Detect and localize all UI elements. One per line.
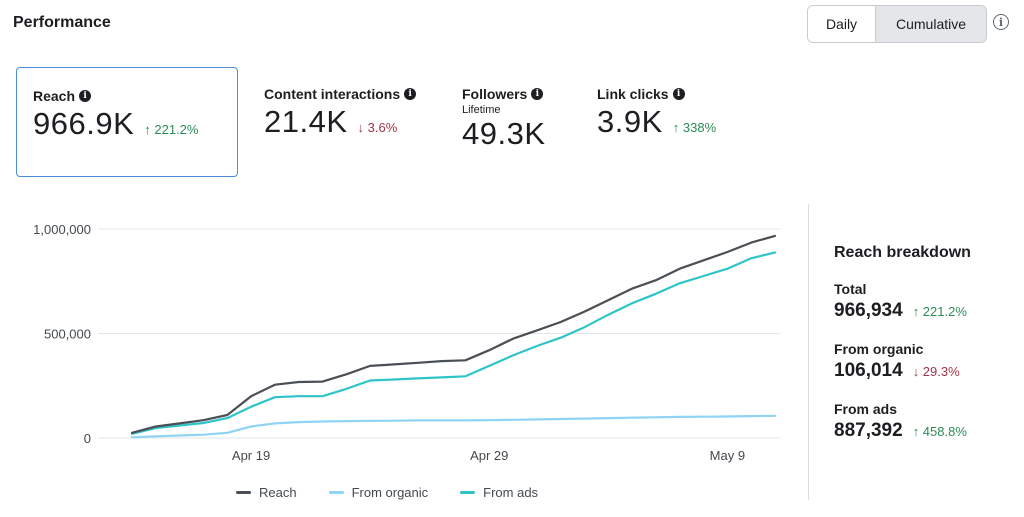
legend-item-from-ads[interactable]: From ads [460, 485, 538, 500]
breakdown-delta: ↓ 29.3% [912, 364, 960, 379]
series-line-reach [130, 234, 777, 434]
metric-sublabel: Lifetime [462, 104, 501, 116]
reach-line-chart: 1,000,000 500,000 0 Apr 19 Apr 29 May 9 [0, 200, 800, 517]
daily-cumulative-toggle: Daily Cumulative [807, 5, 987, 43]
legend-item-from-organic[interactable]: From organic [328, 485, 429, 500]
metric-label: Reach [33, 88, 76, 104]
metric-value: 966.9K [33, 106, 135, 141]
legend-label: From organic [351, 485, 429, 500]
metric-card-reach[interactable]: Reach i 966.9K ↑ 221.2% [16, 67, 238, 177]
page-title: Performance [13, 14, 111, 31]
metric-label: Followers [462, 86, 528, 102]
x-tick-label: May 9 [710, 448, 745, 463]
legend-item-reach[interactable]: Reach [236, 485, 297, 500]
breakdown-delta: ↑ 458.8% [912, 424, 967, 439]
legend-swatch [328, 491, 344, 494]
metric-delta: ↑ 338% [672, 120, 717, 135]
legend-label: From ads [483, 485, 539, 500]
series-line-from-ads [130, 251, 777, 435]
reach-breakdown-panel: Reach breakdown Total 966,934 ↑ 221.2% F… [834, 244, 1019, 442]
metric-value: 21.4K [264, 104, 348, 139]
y-tick-label: 500,000 [44, 327, 91, 342]
info-icon[interactable]: i [79, 90, 92, 102]
chart-legend: Reach From organic From ads [236, 485, 538, 500]
metric-value: 3.9K [597, 104, 663, 139]
metric-delta: ↑ 221.2% [144, 122, 199, 137]
metric-value: 49.3K [462, 116, 546, 151]
x-tick-label: Apr 19 [232, 448, 270, 463]
metric-label: Content interactions [264, 86, 401, 102]
metric-card-link-clicks[interactable]: Link clicks i 3.9K ↑ 338% [597, 86, 716, 140]
y-tick-label: 0 [84, 431, 91, 446]
chart-svg: 1,000,000 500,000 0 Apr 19 Apr 29 May 9 [33, 222, 780, 463]
info-icon[interactable]: i [993, 14, 1009, 30]
legend-swatch [236, 491, 251, 494]
legend-label: Reach [259, 485, 297, 500]
info-icon[interactable]: i [672, 88, 685, 100]
info-icon[interactable]: i [404, 88, 417, 100]
metric-label: Link clicks [597, 86, 669, 102]
breakdown-value: 106,014 [834, 360, 903, 381]
x-tick-label: Apr 29 [470, 448, 508, 463]
breakdown-label: Total [834, 281, 867, 297]
info-icon[interactable]: i [531, 88, 544, 100]
breakdown-value: 966,934 [834, 300, 903, 321]
breakdown-label: From ads [834, 401, 898, 417]
breakdown-title: Reach breakdown [834, 244, 971, 261]
breakdown-value: 887,392 [834, 420, 903, 441]
breakdown-delta: ↑ 221.2% [912, 304, 967, 319]
metric-card-followers[interactable]: Followers i Lifetime 49.3K [462, 86, 546, 152]
divider [808, 204, 809, 500]
legend-swatch [460, 491, 476, 494]
breakdown-item-from-ads: From ads 887,392 ↑ 458.8% [834, 401, 1019, 442]
cumulative-toggle-button[interactable]: Cumulative [876, 6, 986, 42]
daily-toggle-button[interactable]: Daily [808, 6, 876, 42]
breakdown-item-from-organic: From organic 106,014 ↓ 29.3% [834, 341, 1019, 382]
breakdown-label: From organic [834, 341, 924, 357]
metric-delta: ↓ 3.6% [357, 120, 398, 135]
metric-card-content-interactions[interactable]: Content interactions i 21.4K ↓ 3.6% [264, 86, 417, 140]
y-tick-label: 1,000,000 [33, 222, 91, 237]
breakdown-item-total: Total 966,934 ↑ 221.2% [834, 281, 1019, 322]
series-line-from-organic [130, 414, 777, 439]
